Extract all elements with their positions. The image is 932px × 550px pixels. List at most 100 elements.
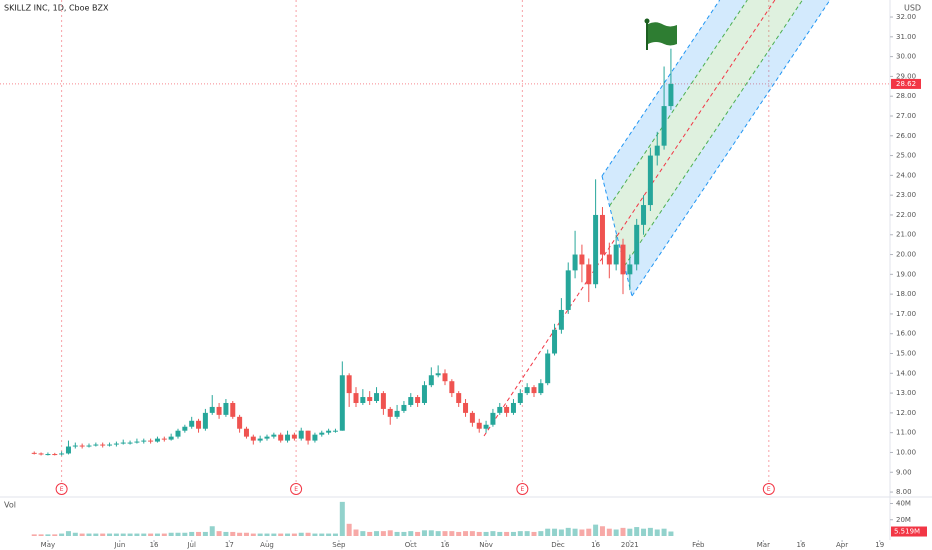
candle-body <box>654 145 660 156</box>
volume-bar <box>517 531 523 536</box>
candle-body <box>31 452 37 454</box>
volume-bar <box>353 529 359 536</box>
volume-bar <box>161 533 167 536</box>
earnings-label: E <box>60 486 64 493</box>
y-tick-label: 32.00 <box>896 13 916 21</box>
y-tick-label: 19.00 <box>896 270 916 278</box>
volume-bar <box>100 533 106 536</box>
candle-body <box>504 406 510 413</box>
x-tick-label: Aug <box>260 541 274 549</box>
candle-body <box>415 397 421 403</box>
candle-body <box>237 416 243 429</box>
volume-bar <box>209 526 215 536</box>
y-tick-label: 11.00 <box>896 429 916 437</box>
volume-bar <box>79 533 85 536</box>
volume-bar <box>339 501 345 536</box>
volume-bar <box>490 531 496 536</box>
candle-body <box>134 441 140 443</box>
candle-body <box>634 224 640 265</box>
candle-body <box>100 444 106 446</box>
y-tick-label: 12.00 <box>896 409 916 417</box>
volume-bar <box>497 531 503 536</box>
candle-body <box>510 402 516 413</box>
volume-bar <box>148 533 154 536</box>
currency: USD <box>904 4 921 13</box>
candle-body <box>599 214 605 255</box>
volume-bar <box>175 532 181 536</box>
volume-bar <box>524 531 530 536</box>
earnings-marker <box>516 483 529 495</box>
candle-body <box>38 453 44 455</box>
y-tick-label: 16.00 <box>896 330 916 338</box>
candle-body <box>469 412 475 423</box>
candle-body <box>168 436 174 440</box>
candle-body <box>257 438 263 441</box>
volume-bar <box>510 531 516 536</box>
candle-body <box>387 408 393 417</box>
volume-bar <box>421 530 427 536</box>
candle-body <box>175 430 181 437</box>
candle-body <box>86 445 92 447</box>
y-tick-label: 10.00 <box>896 448 916 456</box>
candle-body <box>483 424 489 429</box>
candle-body <box>620 244 626 275</box>
volume-bar <box>257 533 263 536</box>
candle-body <box>374 393 380 402</box>
volume-bar <box>463 531 469 536</box>
candle-body <box>271 434 277 437</box>
volume-bar <box>593 524 599 536</box>
volume-bar <box>134 533 140 536</box>
x-tick-label: Jul <box>186 541 196 549</box>
volume-bar <box>223 531 229 536</box>
volume-bar <box>367 531 373 536</box>
y-tick-label: 21.00 <box>896 231 916 239</box>
last-volume-badge <box>891 526 927 537</box>
candle-body <box>202 412 208 429</box>
candle-body <box>442 373 448 382</box>
volume-bar <box>107 533 113 536</box>
earnings-label: E <box>767 486 771 493</box>
volume-bar <box>93 533 99 536</box>
candle-body <box>45 454 51 456</box>
volume-bar <box>428 530 434 536</box>
candle-body <box>93 444 99 446</box>
y-tick-label: 22.00 <box>896 211 916 219</box>
volume-bar <box>579 529 585 536</box>
volume-bar <box>319 533 325 536</box>
last-price-badge <box>891 78 921 89</box>
candle-body <box>435 373 441 376</box>
y-tick-label: 24.00 <box>896 171 916 179</box>
candle-body <box>196 420 202 429</box>
volume-bar <box>230 531 236 536</box>
candle-body <box>141 440 147 442</box>
volume-bar <box>189 531 195 536</box>
candle-body <box>565 270 571 310</box>
volume-bar <box>52 534 58 536</box>
y-tick-label: 17.00 <box>896 310 916 318</box>
volume-bar <box>285 533 291 536</box>
candle-body <box>312 434 318 441</box>
candle-body <box>326 430 332 433</box>
volume-bar <box>38 534 44 536</box>
volume-bar <box>237 532 243 536</box>
x-tick-label: Dec <box>551 541 565 549</box>
volume-bar <box>442 531 448 536</box>
x-tick-label: Nov <box>479 541 493 549</box>
y-tick-label: 15.00 <box>896 350 916 358</box>
x-tick-label: 16 <box>150 541 159 549</box>
candle-body <box>661 106 667 146</box>
candle-body <box>531 387 537 394</box>
candle-body <box>161 438 167 440</box>
volume-bar <box>271 533 277 536</box>
y-tick-label: 30.00 <box>896 53 916 61</box>
volume-bar <box>332 533 338 536</box>
volume-bar <box>127 533 133 536</box>
volume-bar <box>641 528 647 536</box>
candle-body <box>558 309 564 330</box>
x-tick-label: Mar <box>757 541 770 549</box>
volume-bar <box>627 528 633 536</box>
candle-body <box>285 434 291 441</box>
x-tick-label: Sep <box>332 541 346 549</box>
candle-body <box>113 443 119 445</box>
volume-bar <box>634 527 640 536</box>
